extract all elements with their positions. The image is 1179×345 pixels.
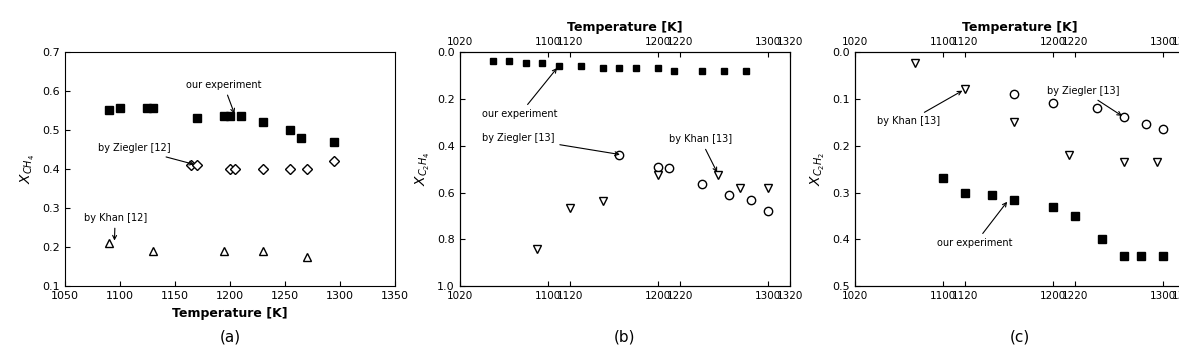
Text: (c): (c) xyxy=(1009,329,1030,345)
Text: (a): (a) xyxy=(219,329,241,345)
X-axis label: Temperature [K]: Temperature [K] xyxy=(962,21,1078,34)
Text: by Ziegler [12]: by Ziegler [12] xyxy=(98,144,193,165)
X-axis label: Temperature [K]: Temperature [K] xyxy=(172,307,288,320)
Text: by Khan [12]: by Khan [12] xyxy=(84,213,147,239)
Text: by Khan [13]: by Khan [13] xyxy=(668,134,732,171)
Y-axis label: $X_{C_2H_4}$: $X_{C_2H_4}$ xyxy=(414,152,432,186)
Text: (b): (b) xyxy=(614,329,635,345)
Text: our experiment: our experiment xyxy=(482,69,558,119)
Text: by Khan [13]: by Khan [13] xyxy=(877,91,961,127)
Text: our experiment: our experiment xyxy=(937,203,1013,248)
Text: by Ziegler [13]: by Ziegler [13] xyxy=(1047,86,1121,115)
Text: by Ziegler [13]: by Ziegler [13] xyxy=(482,133,619,156)
Text: our experiment: our experiment xyxy=(186,80,262,112)
Y-axis label: $X_{C_2H_2}$: $X_{C_2H_2}$ xyxy=(809,152,826,186)
X-axis label: Temperature [K]: Temperature [K] xyxy=(567,21,683,34)
Y-axis label: $X_{CH_4}$: $X_{CH_4}$ xyxy=(19,154,37,184)
